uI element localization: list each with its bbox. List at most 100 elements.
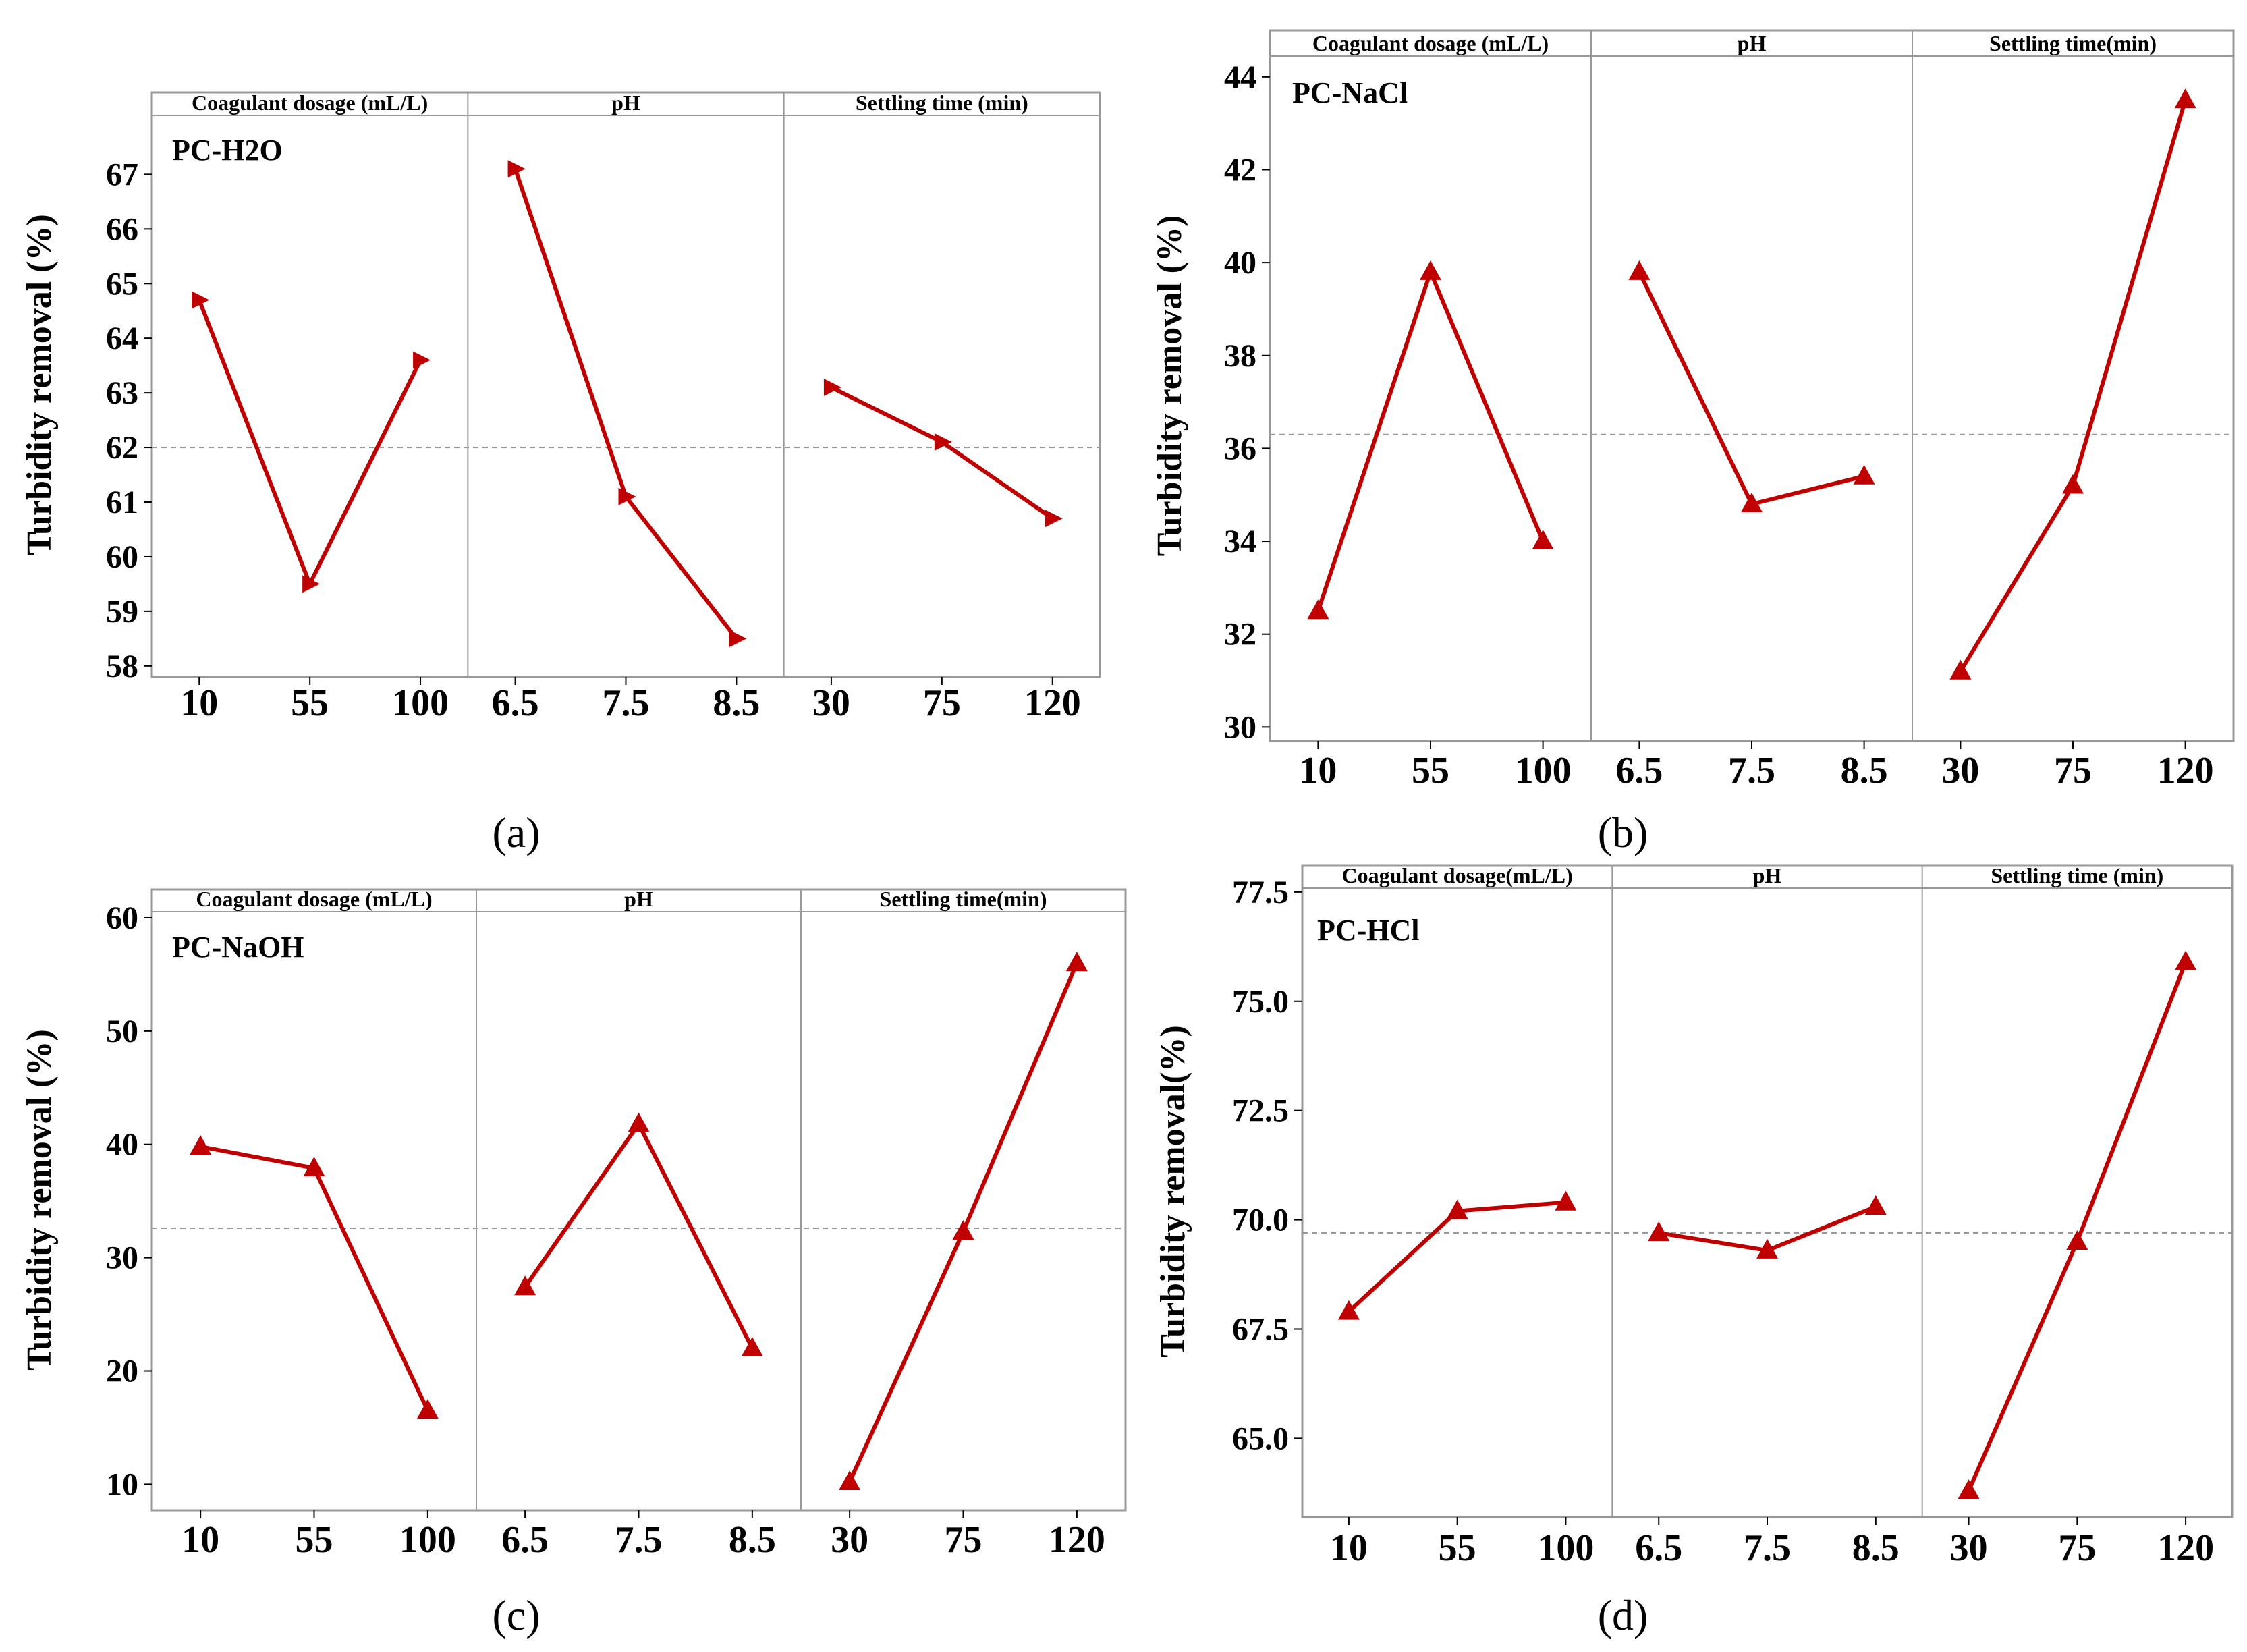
data-point-marker — [1864, 1195, 1887, 1215]
y-axis-label: Turbidity removal (%) — [1150, 215, 1189, 557]
x-tick-label: 100 — [392, 682, 449, 724]
factor-header-label: Settling time(min) — [880, 887, 1047, 911]
factor-header-label: Coagulant dosage (mL/L) — [192, 90, 428, 115]
data-point-marker — [1741, 493, 1763, 512]
y-tick-label: 34 — [1224, 524, 1256, 559]
x-tick-label: 75 — [2054, 750, 2092, 792]
data-point-marker — [413, 351, 431, 369]
x-tick-label: 6.5 — [501, 1519, 549, 1561]
series-label: PC-NaOH — [172, 931, 304, 964]
data-point-marker — [514, 1275, 536, 1296]
y-tick-label: 58 — [106, 649, 138, 684]
x-tick-label: 100 — [1537, 1527, 1594, 1569]
factor-header-label: pH — [1738, 31, 1767, 55]
data-point-marker — [1337, 1300, 1360, 1320]
data-point-marker — [1446, 1199, 1468, 1219]
data-point-marker — [839, 1470, 861, 1491]
data-point-marker — [416, 1399, 439, 1419]
factor-header-label: Settling time (min) — [1991, 863, 2163, 887]
x-tick-label: 6.5 — [1635, 1527, 1682, 1569]
x-tick-label: 55 — [296, 1519, 333, 1561]
chart-panel-d: 65.0 67.5 70.0 72.5 75.0 77.5 Turbidity remova… — [1154, 863, 2234, 1639]
data-point-marker — [1420, 260, 1441, 280]
x-tick-label: 75 — [2058, 1527, 2096, 1569]
x-tick-label: 120 — [1049, 1519, 1105, 1561]
data-point-marker — [1949, 659, 1972, 680]
x-tick-label: 6.5 — [492, 682, 539, 724]
y-tick-label: 62 — [106, 430, 138, 466]
y-axis-label: Turbidity removal (%) — [20, 214, 59, 555]
x-tick-label: 10 — [1330, 1527, 1368, 1569]
y-tick-label: 42 — [1224, 152, 1256, 188]
x-tick-label: 30 — [1941, 750, 1979, 792]
x-tick-label: 6.5 — [1615, 750, 1663, 792]
x-tick-label: 7.5 — [1728, 750, 1775, 792]
factor-header-label: pH — [611, 90, 640, 115]
x-tick-label: 120 — [2157, 750, 2214, 792]
data-point-marker — [952, 1220, 974, 1240]
series-label: PC-HCl — [1317, 914, 1420, 947]
y-tick-label: 63 — [106, 375, 138, 411]
data-point-marker — [1853, 464, 1875, 485]
x-tick-label: 10 — [182, 1519, 219, 1561]
data-point-marker — [1628, 260, 1650, 280]
x-tick-label: 8.5 — [729, 1519, 776, 1561]
data-point-marker — [741, 1336, 763, 1356]
data-point-marker — [302, 575, 321, 593]
panel-caption: (d) — [1598, 1591, 1648, 1639]
y-tick-label: 36 — [1224, 431, 1256, 466]
data-point-marker — [1307, 599, 1329, 620]
panel-caption: (c) — [492, 1591, 540, 1639]
data-point-marker — [1065, 952, 1088, 972]
y-tick-label: 61 — [106, 485, 138, 520]
data-point-marker — [729, 630, 747, 648]
data-point-marker — [1045, 510, 1063, 528]
x-tick-label: 55 — [1412, 750, 1449, 792]
data-point-marker — [1756, 1238, 1778, 1259]
data-point-marker — [192, 291, 210, 309]
y-tick-label: 10 — [106, 1466, 138, 1502]
y-tick-label: 44 — [1224, 59, 1256, 95]
y-tick-label: 60 — [106, 900, 138, 936]
y-tick-label: 65 — [106, 266, 138, 302]
x-tick-label: 7.5 — [603, 682, 650, 724]
data-point-marker — [2175, 950, 2197, 970]
data-point-marker — [1958, 1479, 1980, 1499]
y-tick-label: 75.0 — [1232, 984, 1289, 1020]
chart-panel-a: 58 59 60 61 62 63 64 65 66 67 Turbidity removal (%… — [20, 90, 1101, 856]
y-tick-label: 72.5 — [1232, 1093, 1289, 1129]
factor-header-label: Coagulant dosage (mL/L) — [1312, 31, 1549, 55]
factor-header-label: pH — [1753, 863, 1782, 887]
y-tick-label: 60 — [106, 539, 138, 575]
x-tick-label: 7.5 — [615, 1519, 663, 1561]
y-tick-label: 64 — [106, 321, 138, 356]
x-tick-label: 55 — [291, 682, 329, 724]
x-tick-label: 30 — [812, 682, 850, 724]
x-tick-label: 120 — [2157, 1527, 2214, 1569]
x-tick-label: 10 — [180, 682, 218, 724]
y-tick-label: 30 — [1224, 709, 1256, 745]
y-tick-label: 70.0 — [1232, 1203, 1289, 1238]
series-label: PC-NaCl — [1292, 76, 1408, 109]
panel-caption: (b) — [1598, 808, 1648, 856]
y-tick-label: 40 — [1224, 245, 1256, 281]
data-point-marker — [2066, 1230, 2088, 1250]
data-point-marker — [628, 1112, 650, 1132]
x-tick-label: 75 — [945, 1519, 982, 1561]
factor-header-label: Coagulant dosage(mL/L) — [1342, 863, 1573, 887]
y-tick-label: 67 — [106, 157, 138, 192]
chart-panel-b: 30 32 34 36 38 40 42 44 Turbidity removal (%) PC-… — [1150, 29, 2235, 856]
y-tick-label: 40 — [106, 1127, 138, 1163]
x-tick-label: 120 — [1024, 682, 1081, 724]
x-tick-label: 8.5 — [1841, 750, 1888, 792]
x-tick-label: 7.5 — [1744, 1527, 1791, 1569]
data-point-marker — [618, 487, 636, 505]
chart-panel-c: 10 20 30 40 50 60 Turbidity removal (%) PC-NaOH… — [20, 887, 1127, 1639]
x-tick-label: 30 — [1950, 1527, 1988, 1569]
factor-header-label: Coagulant dosage (mL/L) — [196, 887, 432, 911]
y-tick-label: 30 — [106, 1240, 138, 1276]
y-tick-label: 77.5 — [1232, 875, 1289, 910]
panel-caption: (a) — [492, 808, 540, 856]
y-tick-label: 66 — [106, 211, 138, 247]
